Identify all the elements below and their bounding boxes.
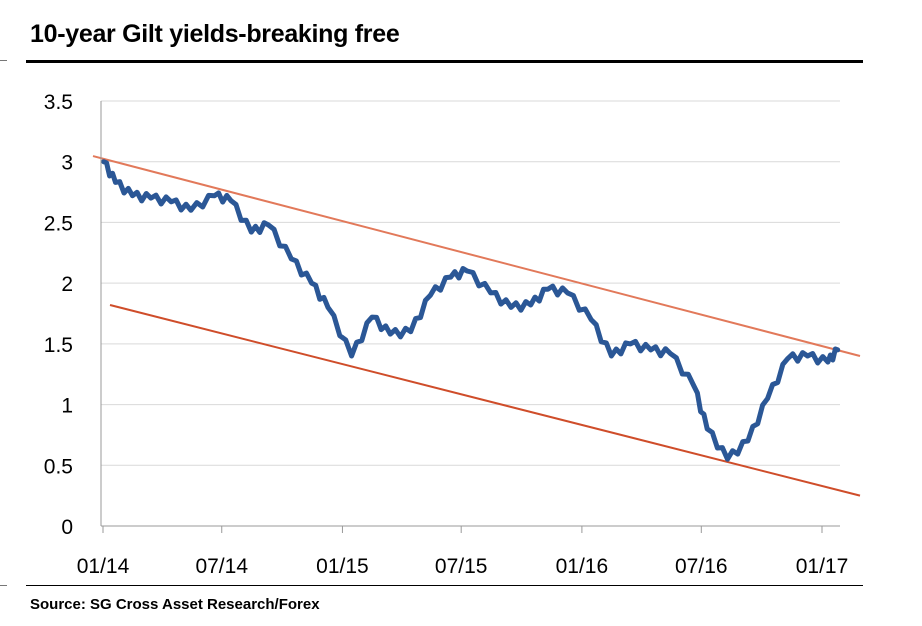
data-point	[428, 293, 433, 298]
data-point	[188, 208, 194, 213]
data-point	[148, 195, 154, 201]
upper-trendline	[92, 155, 861, 357]
y-tick-label: 1	[61, 395, 73, 418]
x-tick-labels: 01/14 07/14 01/15 07/15 01/16 07/16 01/17	[77, 555, 849, 578]
x-tick-label: 01/14	[77, 555, 130, 578]
data-point	[325, 305, 331, 310]
data-point	[528, 302, 533, 308]
data-point	[588, 317, 594, 322]
data-point	[825, 359, 831, 365]
chart-title: 10-year Gilt yields-breaking free	[30, 20, 400, 48]
y-tick-labels: 0 0.5 1 1.5 2 2.5 3 3.5	[44, 91, 73, 539]
axes	[100, 101, 840, 533]
data-point	[785, 356, 791, 361]
source-rule-stub	[0, 585, 7, 586]
title-rule	[26, 60, 863, 63]
data-point	[369, 314, 375, 320]
data-point	[704, 426, 710, 432]
title-rule-stub	[0, 60, 7, 61]
trendlines	[92, 155, 861, 497]
data-point	[212, 193, 217, 198]
data-point	[835, 347, 840, 353]
y-tick-label: 1.5	[44, 334, 73, 357]
y-tick-label: 0.5	[44, 455, 73, 478]
series-line	[101, 159, 841, 462]
gridlines	[101, 100, 840, 466]
data-point	[388, 331, 393, 337]
data-point	[648, 347, 653, 353]
data-point	[289, 256, 294, 262]
data-point	[349, 353, 354, 359]
source-rule	[26, 585, 863, 586]
source-note: Source: SG Cross Asset Research/Forex	[30, 596, 320, 613]
data-point	[628, 341, 633, 347]
data-point	[130, 193, 135, 198]
x-tick-label: 07/15	[435, 555, 488, 578]
y-tick-label: 3.5	[44, 91, 73, 114]
data-point	[691, 384, 697, 389]
y-tick-label: 2.5	[44, 212, 73, 235]
y-tick-label: 2	[61, 273, 73, 296]
data-point	[266, 222, 271, 228]
data-point	[101, 159, 106, 164]
data-point	[408, 329, 413, 334]
x-tick-label: 01/17	[796, 555, 849, 578]
data-point	[464, 268, 470, 274]
x-tick-label: 07/14	[195, 555, 248, 578]
data-point	[169, 199, 174, 204]
x-tick-label: 01/15	[316, 555, 369, 578]
data-point	[565, 290, 570, 296]
data-point	[668, 351, 673, 356]
x-tick-label: 07/16	[675, 555, 728, 578]
y-tick-label: 3	[61, 152, 73, 175]
data-point	[725, 457, 730, 462]
data-point	[448, 274, 453, 280]
data-point	[745, 438, 751, 444]
data-point	[249, 229, 254, 235]
lower-trendline	[109, 304, 861, 497]
data-point	[609, 353, 614, 359]
y-tick-label: 0	[61, 516, 73, 539]
data-point	[488, 290, 493, 296]
x-tick-label: 01/16	[556, 555, 609, 578]
data-point	[228, 198, 234, 203]
data-point	[805, 353, 810, 359]
data-point	[545, 287, 550, 292]
data-point	[113, 180, 118, 185]
data-point	[309, 280, 314, 286]
series-group	[101, 159, 841, 462]
data-point	[508, 305, 514, 310]
data-point	[765, 396, 770, 401]
